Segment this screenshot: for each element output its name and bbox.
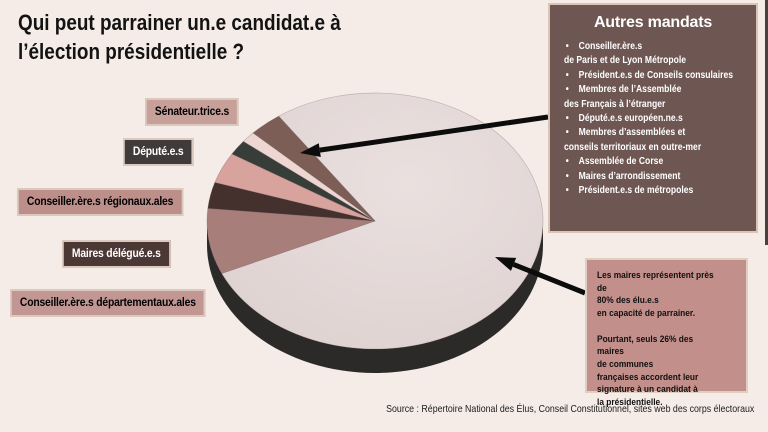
pie-slice-autres-mandats: [252, 115, 376, 222]
pie-slice-conseiller-re-s-r-gionaux-ales: [214, 153, 376, 222]
autres-mandats-item-text: Conseiller.ère.s: [578, 41, 643, 52]
autres-mandats-item: • Député.e.s européen.ne.s: [564, 112, 729, 126]
autres-mandats-list: • Conseiller.ère.s de Paris et de Lyon Mét…: [564, 40, 733, 198]
autres-mandats-item: • Maires d’arrondissement: [564, 170, 729, 184]
autres-mandats-item: • Président.e.s de Conseils consulaires: [564, 69, 733, 83]
autres-mandats-item-text: Assemblée de Corse: [578, 156, 664, 168]
autres-mandats-item-text: Membres de l’Assemblée: [578, 84, 682, 96]
autres-mandats-item-continuation: des Français à l’étranger: [564, 98, 729, 112]
bullet-icon: •: [565, 69, 569, 81]
page-title-line-1: Qui peut parrainer un.e candidat.e à: [18, 10, 341, 35]
slice-label-maires-delegues: Maires délégué.e.s: [62, 240, 171, 268]
autres-mandats-item-text: des Français à l’étranger: [564, 98, 666, 110]
bullet-icon: •: [565, 127, 569, 139]
bullet-icon: •: [565, 170, 569, 182]
slice-label-senateurs: Sénateur.trice.s: [145, 98, 240, 126]
pie-slice-s-nateur-trice-s: [242, 132, 376, 222]
arrow-to-autres-slice: [300, 114, 549, 158]
maires-callout-box: Les maires représentent près de 80% des …: [585, 258, 748, 408]
autres-mandats-title: Autres mandats: [593, 14, 713, 31]
autres-mandats-item-text: Député.e.s européen.ne.s: [578, 112, 683, 124]
pie-side-base: [207, 221, 543, 373]
autres-mandats-item-text: Président.e.s de Conseils consulaires: [578, 69, 734, 81]
pie-slice-maires-d-l-gu-e-s: [207, 181, 376, 222]
bullet-icon: •: [565, 112, 569, 124]
slice-label-conseillers-departementaux: Conseiller.ère.s départementaux.ales: [10, 289, 206, 317]
page-title-line-2: l’élection présidentielle ?: [18, 39, 245, 65]
source-note: Source : Répertoire National des Élus, C…: [385, 403, 754, 415]
slice-label-deputes: Député.e.s: [123, 138, 194, 166]
autres-mandats-item-continuation: de Paris et de Lyon Métropole: [564, 54, 729, 68]
maires-callout-text: Les maires représentent près de 80% des …: [597, 270, 714, 409]
autres-mandats-item: • Membres de l’Assemblée: [564, 83, 729, 97]
autres-mandats-item-text: de Paris et de Lyon Métropole: [564, 55, 687, 67]
autres-mandats-item-text: Maires d’arrondissement: [578, 170, 681, 182]
autres-mandats-item: • Membres d’assemblées et: [564, 126, 729, 140]
autres-mandats-item: • Président.e.s de métropoles: [564, 184, 729, 198]
right-edge-artifact: [765, 0, 768, 245]
autres-mandats-item: • Assemblée de Corse: [564, 155, 729, 169]
pie-slice-maires: [221, 92, 544, 350]
slice-label-conseillers-regionaux: Conseiller.ère.s régionaux.ales: [17, 188, 184, 216]
autres-mandats-item-text: Président.e.s de métropoles: [578, 184, 694, 196]
autres-mandats-item: • Conseiller.ère.s: [564, 40, 729, 54]
bullet-icon: •: [565, 84, 569, 96]
bullet-icon: •: [565, 184, 569, 196]
pie-slice-conseiller-re-s-d-partementaux-ales: [206, 207, 376, 274]
page-title: Qui peut parrainer un.e candidat.e à l’é…: [18, 8, 341, 67]
autres-mandats-item-text: Membres d’assemblées et: [578, 127, 686, 139]
bullet-icon: •: [565, 41, 569, 52]
autres-mandats-item-continuation: conseils territoriaux en outre-mer: [564, 141, 729, 155]
bullet-icon: •: [565, 156, 569, 168]
autres-mandats-item-text: conseils territoriaux en outre-mer: [564, 141, 702, 153]
pie-slice-d-put-e-s: [231, 140, 376, 222]
autres-mandats-box: Autres mandats • Conseiller.ère.s de Paris…: [548, 3, 758, 233]
arrow-to-maires-slice: [495, 257, 586, 296]
